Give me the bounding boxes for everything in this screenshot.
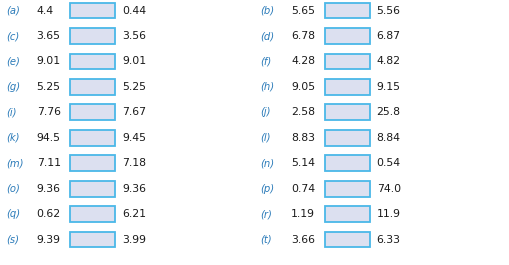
Text: (a): (a) — [6, 6, 20, 16]
Text: (f): (f) — [261, 56, 272, 67]
Text: 3.56: 3.56 — [122, 31, 146, 41]
Text: (n): (n) — [261, 158, 275, 168]
Text: 0.74: 0.74 — [291, 184, 315, 194]
Text: 8.84: 8.84 — [377, 133, 401, 143]
Text: 5.65: 5.65 — [291, 6, 315, 16]
Text: 7.67: 7.67 — [122, 107, 146, 117]
FancyBboxPatch shape — [70, 206, 115, 222]
Text: 94.5: 94.5 — [37, 133, 61, 143]
Text: 4.82: 4.82 — [377, 56, 401, 67]
Text: 9.01: 9.01 — [37, 56, 61, 67]
FancyBboxPatch shape — [325, 181, 370, 197]
FancyBboxPatch shape — [325, 155, 370, 171]
Text: (g): (g) — [6, 82, 20, 92]
FancyBboxPatch shape — [70, 28, 115, 44]
FancyBboxPatch shape — [325, 232, 370, 248]
Text: 5.56: 5.56 — [377, 6, 401, 16]
Text: 6.78: 6.78 — [291, 31, 315, 41]
Text: (e): (e) — [6, 56, 20, 67]
FancyBboxPatch shape — [70, 232, 115, 248]
Text: 9.15: 9.15 — [377, 82, 401, 92]
Text: (s): (s) — [6, 235, 19, 245]
FancyBboxPatch shape — [70, 104, 115, 120]
Text: (l): (l) — [261, 133, 271, 143]
Text: 0.62: 0.62 — [37, 209, 61, 219]
Text: 5.25: 5.25 — [37, 82, 61, 92]
FancyBboxPatch shape — [325, 3, 370, 19]
FancyBboxPatch shape — [325, 28, 370, 44]
FancyBboxPatch shape — [325, 54, 370, 69]
Text: 5.25: 5.25 — [122, 82, 146, 92]
Text: 9.36: 9.36 — [37, 184, 61, 194]
Text: 6.33: 6.33 — [377, 235, 401, 245]
Text: 6.87: 6.87 — [377, 31, 401, 41]
FancyBboxPatch shape — [70, 181, 115, 197]
FancyBboxPatch shape — [70, 54, 115, 69]
Text: (h): (h) — [261, 82, 275, 92]
Text: 25.8: 25.8 — [377, 107, 401, 117]
Text: 9.05: 9.05 — [291, 82, 315, 92]
Text: (i): (i) — [6, 107, 17, 117]
Text: (q): (q) — [6, 209, 20, 219]
Text: 3.66: 3.66 — [291, 235, 315, 245]
Text: (t): (t) — [261, 235, 272, 245]
Text: 7.18: 7.18 — [122, 158, 146, 168]
FancyBboxPatch shape — [325, 130, 370, 146]
FancyBboxPatch shape — [325, 206, 370, 222]
Text: 9.45: 9.45 — [122, 133, 146, 143]
Text: 2.58: 2.58 — [291, 107, 315, 117]
Text: (k): (k) — [6, 133, 20, 143]
Text: 9.39: 9.39 — [37, 235, 61, 245]
Text: (c): (c) — [6, 31, 19, 41]
Text: 4.28: 4.28 — [291, 56, 315, 67]
Text: 7.11: 7.11 — [37, 158, 61, 168]
Text: 4.4: 4.4 — [37, 6, 54, 16]
Text: (r): (r) — [261, 209, 272, 219]
Text: 9.36: 9.36 — [122, 184, 146, 194]
Text: 7.76: 7.76 — [37, 107, 61, 117]
Text: 0.54: 0.54 — [377, 158, 401, 168]
Text: 11.9: 11.9 — [377, 209, 401, 219]
Text: 3.65: 3.65 — [37, 31, 61, 41]
Text: 8.83: 8.83 — [291, 133, 315, 143]
Text: 3.99: 3.99 — [122, 235, 146, 245]
Text: 1.19: 1.19 — [291, 209, 315, 219]
Text: (p): (p) — [261, 184, 275, 194]
Text: 74.0: 74.0 — [377, 184, 401, 194]
Text: 5.14: 5.14 — [291, 158, 315, 168]
FancyBboxPatch shape — [70, 130, 115, 146]
Text: 6.21: 6.21 — [122, 209, 146, 219]
Text: (d): (d) — [261, 31, 275, 41]
FancyBboxPatch shape — [325, 104, 370, 120]
FancyBboxPatch shape — [70, 79, 115, 95]
Text: (o): (o) — [6, 184, 20, 194]
FancyBboxPatch shape — [70, 3, 115, 19]
FancyBboxPatch shape — [325, 79, 370, 95]
Text: (b): (b) — [261, 6, 275, 16]
FancyBboxPatch shape — [70, 155, 115, 171]
Text: 0.44: 0.44 — [122, 6, 146, 16]
Text: 9.01: 9.01 — [122, 56, 146, 67]
Text: (m): (m) — [6, 158, 23, 168]
Text: (j): (j) — [261, 107, 271, 117]
